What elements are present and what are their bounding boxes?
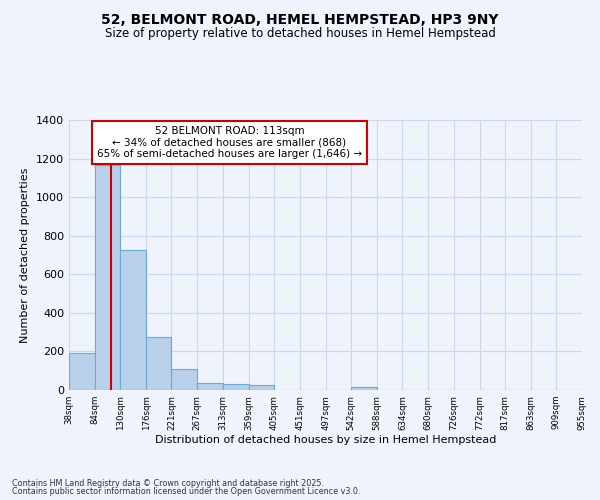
Bar xyxy=(351,388,377,390)
Text: 52 BELMONT ROAD: 113sqm
← 34% of detached houses are smaller (868)
65% of semi-d: 52 BELMONT ROAD: 113sqm ← 34% of detache… xyxy=(97,126,362,159)
Y-axis label: Number of detached properties: Number of detached properties xyxy=(20,168,31,342)
Bar xyxy=(69,353,95,390)
Bar xyxy=(121,250,146,390)
Bar xyxy=(223,384,248,390)
Bar xyxy=(95,166,121,390)
Bar xyxy=(248,385,274,390)
X-axis label: Distribution of detached houses by size in Hemel Hempstead: Distribution of detached houses by size … xyxy=(155,436,496,446)
Bar xyxy=(172,369,197,390)
Text: Contains HM Land Registry data © Crown copyright and database right 2025.: Contains HM Land Registry data © Crown c… xyxy=(12,478,324,488)
Bar xyxy=(197,383,223,390)
Bar xyxy=(146,337,172,390)
Text: 52, BELMONT ROAD, HEMEL HEMPSTEAD, HP3 9NY: 52, BELMONT ROAD, HEMEL HEMPSTEAD, HP3 9… xyxy=(101,12,499,26)
Text: Size of property relative to detached houses in Hemel Hempstead: Size of property relative to detached ho… xyxy=(104,28,496,40)
Text: Contains public sector information licensed under the Open Government Licence v3: Contains public sector information licen… xyxy=(12,487,361,496)
